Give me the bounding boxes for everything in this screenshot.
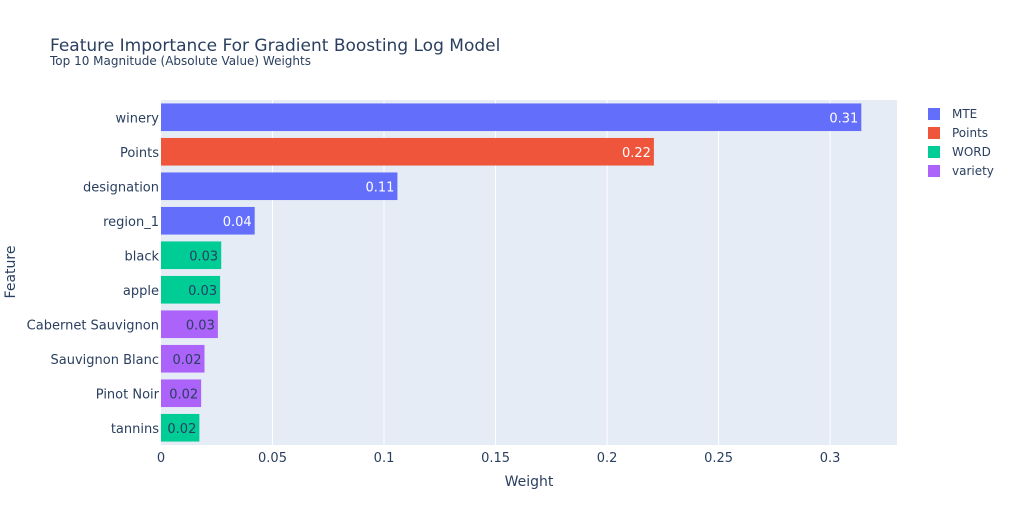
legend-swatch [928,108,940,120]
legend-entry: variety [952,164,994,178]
bar [161,379,202,408]
bar-value-label: 0.04 [223,215,252,230]
y-tick-label: tannins [111,422,159,437]
legend-swatch [928,146,940,158]
y-tick-label: Sauvignon Blanc [51,353,159,368]
x-tick-label: 0.25 [704,451,733,466]
bar [161,413,200,442]
bar-value-label: 0.11 [365,180,394,195]
bar-value-label: 0.02 [167,422,196,437]
legend: MTE Points WORD variety [928,107,994,178]
bar [161,172,398,201]
bar-value-label: 0.03 [188,284,217,299]
legend-entry: MTE [952,107,977,121]
bar-value-label: 0.22 [622,146,651,161]
bar-value-label: 0.03 [189,249,218,264]
y-tick-label: region_1 [103,215,159,230]
chart-subtitle: Top 10 Magnitude (Absolute Value) Weight… [49,54,311,68]
bars-group: 0.31 0.22 0.11 0.04 0.03 0.03 0.03 0.02 0.02 0.02 [161,103,862,442]
y-axis-title: Feature [3,246,19,299]
x-tick-label: 0.15 [481,451,510,466]
x-tick-label: 0.3 [820,451,841,466]
x-axis-ticks: 0 0.05 0.1 0.15 0.2 0.25 0.3 [157,451,841,466]
legend-entry: WORD [952,145,991,159]
bar [161,103,862,132]
bar [161,275,221,304]
y-tick-label: black [124,249,159,264]
legend-swatch [928,165,940,177]
legend-swatch [928,127,940,139]
x-axis-title: Weight [505,474,554,490]
y-tick-label: Points [120,146,159,161]
bar [161,206,255,235]
x-tick-label: 0 [157,451,165,466]
chart-title: Feature Importance For Gradient Boosting… [50,36,500,56]
x-tick-label: 0.1 [374,451,395,466]
bar-value-label: 0.02 [169,387,198,402]
x-tick-label: 0.2 [597,451,618,466]
bar-value-label: 0.03 [186,318,215,333]
bar-value-label: 0.31 [829,111,858,126]
legend-entry: Points [952,126,988,140]
y-tick-label: Cabernet Sauvignon [27,318,159,333]
bar [161,137,654,166]
bar [161,310,218,339]
y-tick-label: Pinot Noir [96,387,160,402]
bar-value-label: 0.02 [173,353,202,368]
y-tick-label: designation [83,180,159,195]
bar [161,344,205,373]
bar [161,241,222,270]
y-tick-label: winery [115,111,159,126]
y-tick-label: apple [123,284,159,299]
x-tick-label: 0.05 [258,451,287,466]
